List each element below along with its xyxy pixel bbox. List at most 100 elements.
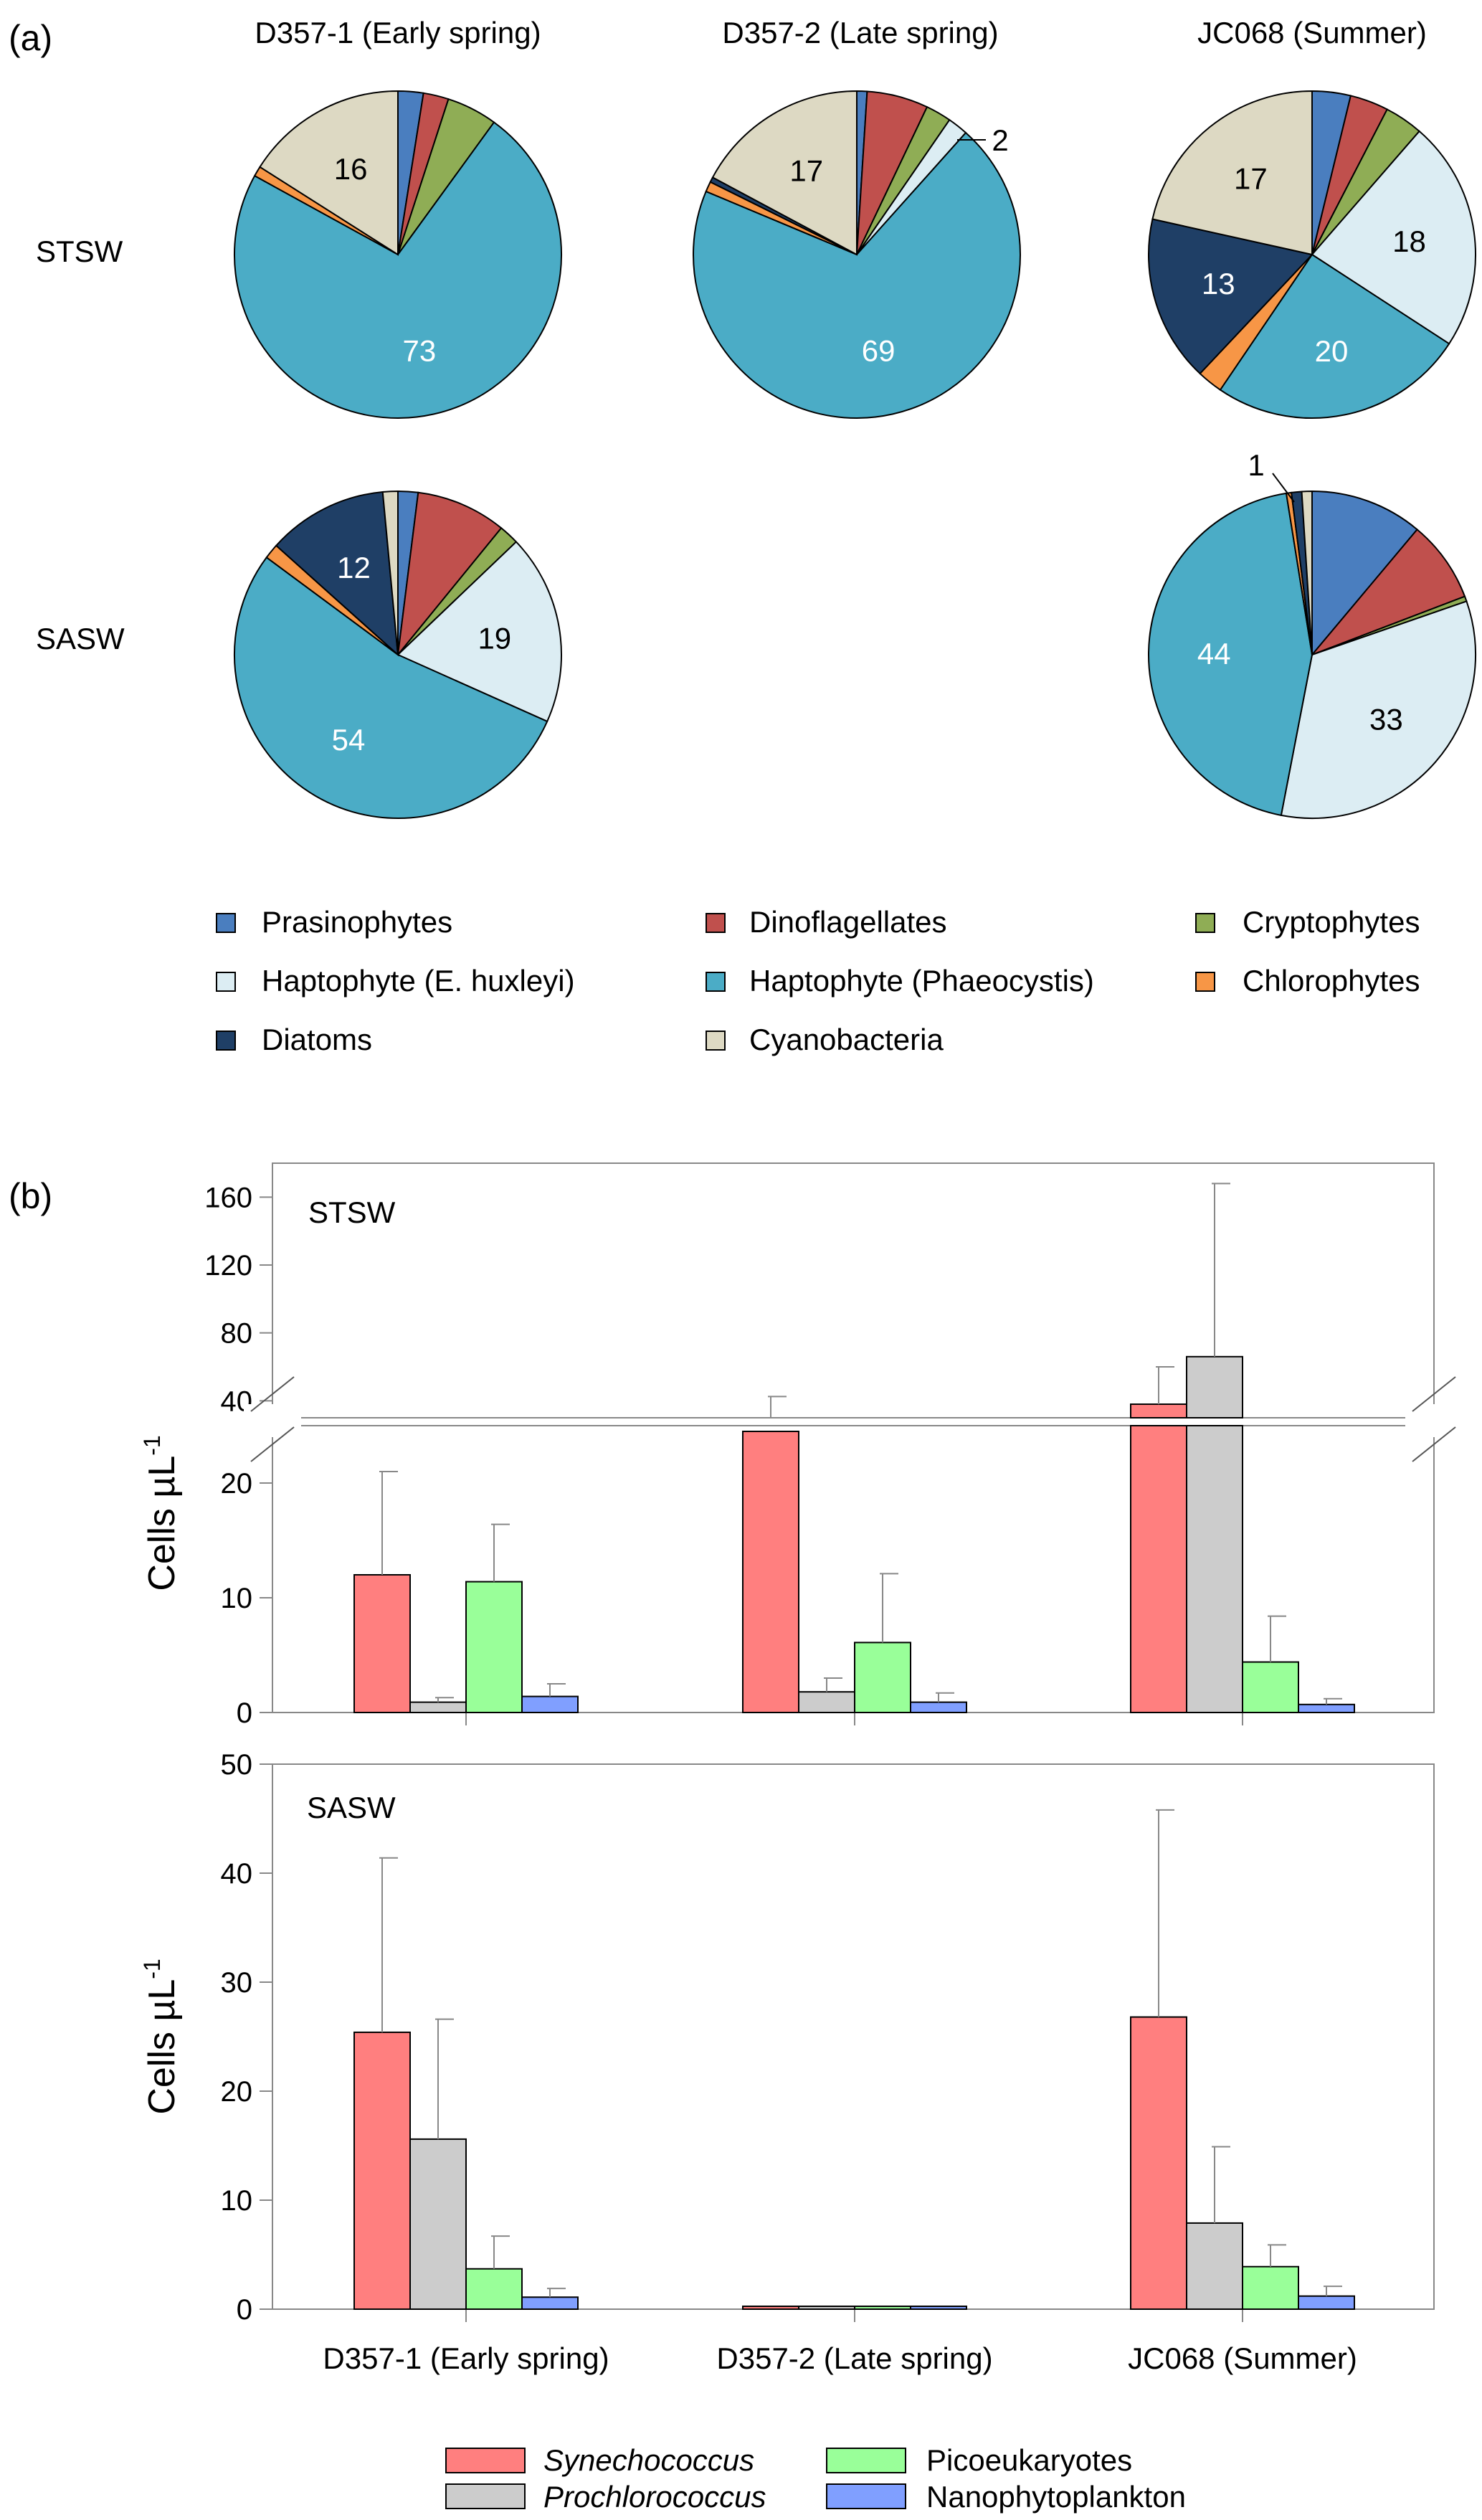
sasw-bar-prochlorococcus bbox=[409, 2138, 467, 2310]
stsw-upper-ytick-label: 120 bbox=[204, 1250, 252, 1282]
sasw-bar-picoeukaryotes bbox=[1242, 2265, 1299, 2310]
x-category-1: D357-1 (Early spring) bbox=[323, 2341, 609, 2375]
pie-data-label: 20 bbox=[1315, 334, 1349, 368]
pie-slice-haptophyte-phaeocystis- bbox=[1148, 492, 1314, 817]
pie-data-label: 17 bbox=[1234, 161, 1268, 195]
col-title-3: JC068 (Summer) bbox=[1197, 16, 1427, 49]
pie-slice-haptophyte-e-huxleyi- bbox=[1311, 130, 1476, 345]
legend-swatch-synechococcus bbox=[445, 2448, 526, 2473]
row-label-sasw: SASW bbox=[36, 622, 125, 655]
sasw-bar-synechococcus bbox=[1130, 2016, 1187, 2310]
legend-label-nanophytoplankton: Nanophytoplankton bbox=[926, 2480, 1186, 2514]
stsw-upper-frame bbox=[272, 1162, 1435, 1418]
pie-slice-cyanobacteria bbox=[1151, 90, 1313, 256]
pie-data-label: 12 bbox=[337, 551, 371, 584]
pie-slice-haptophyte-e-huxleyi- bbox=[396, 541, 562, 723]
legend-label-cryptophytes: Cryptophytes bbox=[1243, 905, 1420, 939]
sasw-bar-nanophytoplankton bbox=[521, 2296, 579, 2311]
sasw-bar-picoeukaryotes bbox=[854, 2306, 911, 2310]
axis-break-marks bbox=[244, 1376, 1463, 1462]
pie-data-label: 16 bbox=[334, 152, 368, 186]
pie-slice-cyanobacteria bbox=[1301, 490, 1313, 655]
legend-label-cyanobacteria: Cyanobacteria bbox=[749, 1023, 944, 1056]
sasw-ytick-label: 10 bbox=[221, 2185, 253, 2217]
sasw-ytick-label: 30 bbox=[221, 1967, 253, 1999]
stsw-bar-prochlorococcus bbox=[1186, 1425, 1243, 1713]
legend-swatch-picoeukaryotes bbox=[826, 2448, 906, 2473]
pie-slice-cyanobacteria bbox=[381, 490, 399, 655]
col-title-1: D357-1 (Early spring) bbox=[255, 16, 541, 49]
stsw-bar-synechococcus bbox=[1130, 1425, 1187, 1713]
stsw-bar-nanophytoplankton bbox=[521, 1695, 579, 1714]
x-category-3: JC068 (Summer) bbox=[1128, 2341, 1357, 2375]
pie-charts: 73 16 2 69 17 18 20 13 17 19 54 12 33 44 1 bbox=[234, 90, 1476, 820]
stsw-bar-prochlorococcus bbox=[798, 1691, 855, 1713]
pie-data-label: 2 bbox=[992, 123, 1008, 157]
pie-legend: Prasinophytes Dinoflagellates Cryptophyt… bbox=[216, 905, 1420, 1056]
pie-slice-haptophyte-phaeocystis- bbox=[693, 131, 1021, 420]
sasw-bar-nanophytoplankton bbox=[910, 2306, 967, 2310]
pie-data-label: 69 bbox=[862, 333, 896, 367]
pie-slice-diatoms bbox=[1147, 218, 1314, 375]
legend-label-diatoms: Diatoms bbox=[262, 1023, 372, 1056]
pie-1: 73 16 bbox=[234, 90, 562, 419]
stsw-bar-synechococcus bbox=[742, 1431, 799, 1713]
stsw-bar-nanophytoplankton bbox=[1298, 1703, 1355, 1714]
pie-slice-haptophyte-phaeocystis- bbox=[1219, 253, 1450, 419]
pie-5: 33 44 1 bbox=[1148, 448, 1476, 819]
stsw-bar-picoeukaryotes bbox=[854, 1642, 911, 1713]
x-category-2: D357-2 (Late spring) bbox=[716, 2341, 992, 2375]
stsw-bar-picoeukaryotes bbox=[1242, 1661, 1299, 1714]
sasw-bar-picoeukaryotes bbox=[465, 2268, 523, 2311]
pie-slice-dinoflagellates bbox=[396, 491, 503, 658]
stsw-lower-ytick-label: 10 bbox=[221, 1583, 253, 1614]
sasw-ylabel: Cells µL-1 bbox=[139, 1958, 183, 2114]
sasw-bar-synechococcus bbox=[742, 2306, 799, 2310]
legend-swatch-cyanobacteria bbox=[706, 1031, 726, 1051]
sasw-ytick-label: 50 bbox=[221, 1749, 253, 1781]
pie-slice-prasinophytes bbox=[1311, 490, 1418, 657]
panel-b-label: (b) bbox=[9, 1176, 52, 1216]
legend-label-prochlorococcus: Prochlorococcus bbox=[543, 2480, 766, 2514]
legend-label-ehuxleyi: Haptophyte (E. huxleyi) bbox=[262, 964, 575, 998]
stsw-bar-prochlorococcus-upper bbox=[1186, 1355, 1243, 1419]
stsw-ylabel: Cells µL-1 bbox=[139, 1435, 183, 1591]
col-title-2: D357-2 (Late spring) bbox=[722, 16, 998, 49]
pie-data-label: 73 bbox=[402, 334, 436, 368]
pie-data-label: 13 bbox=[1202, 267, 1235, 300]
sasw-ytick-label: 0 bbox=[237, 2294, 252, 2326]
legend-label-picoeukaryotes: Picoeukaryotes bbox=[926, 2443, 1132, 2477]
legend-label-chlorophytes: Chlorophytes bbox=[1243, 964, 1420, 998]
stsw-upper-ytick-label: 80 bbox=[221, 1318, 253, 1350]
pie-3: 18 20 13 17 bbox=[1147, 90, 1476, 419]
legend-label-prasinophytes: Prasinophytes bbox=[262, 905, 452, 939]
stsw-bar-synechococcus-upper bbox=[1130, 1403, 1187, 1418]
legend-label-dinoflagellates: Dinoflagellates bbox=[749, 905, 947, 939]
pie-slice-haptophyte-e-huxleyi- bbox=[1280, 600, 1476, 819]
pie-data-label: 18 bbox=[1392, 224, 1426, 258]
legend-swatch-chlorophytes bbox=[1195, 972, 1215, 992]
sasw-ytick-label: 20 bbox=[221, 2076, 253, 2108]
stsw-bar-nanophytoplankton bbox=[910, 1701, 967, 1714]
legend-swatch-diatoms bbox=[216, 1031, 236, 1051]
legend-swatch-prochlorococcus bbox=[445, 2483, 526, 2509]
sasw-bar-prochlorococcus bbox=[1186, 2222, 1243, 2310]
legend-swatch-nanophytoplankton bbox=[826, 2483, 906, 2509]
sasw-panel-title: SASW bbox=[307, 1791, 396, 1824]
legend-swatch-ehuxleyi bbox=[216, 972, 236, 992]
sasw-bar-prochlorococcus bbox=[798, 2306, 855, 2310]
stsw-bar-picoeukaryotes bbox=[465, 1581, 523, 1714]
sasw-bars: 0 10 20 30 40 50 bbox=[221, 1749, 1355, 2326]
pie-slice-dinoflagellates bbox=[1309, 528, 1466, 657]
sasw-bar-chart: SASW 0 10 20 30 40 50 Cells µL-1 bbox=[139, 1749, 1435, 2326]
pie-slice-cyanobacteria bbox=[259, 90, 399, 256]
legend-swatch-cryptophytes bbox=[1195, 913, 1215, 933]
pie-data-label: 1 bbox=[1248, 448, 1264, 482]
legend-swatch-dinoflagellates bbox=[706, 913, 726, 933]
sasw-ytick-label: 40 bbox=[221, 1858, 253, 1890]
stsw-panel-title: STSW bbox=[308, 1195, 396, 1229]
sasw-bar-synechococcus bbox=[353, 2031, 411, 2310]
pie-data-label: 33 bbox=[1369, 703, 1403, 736]
